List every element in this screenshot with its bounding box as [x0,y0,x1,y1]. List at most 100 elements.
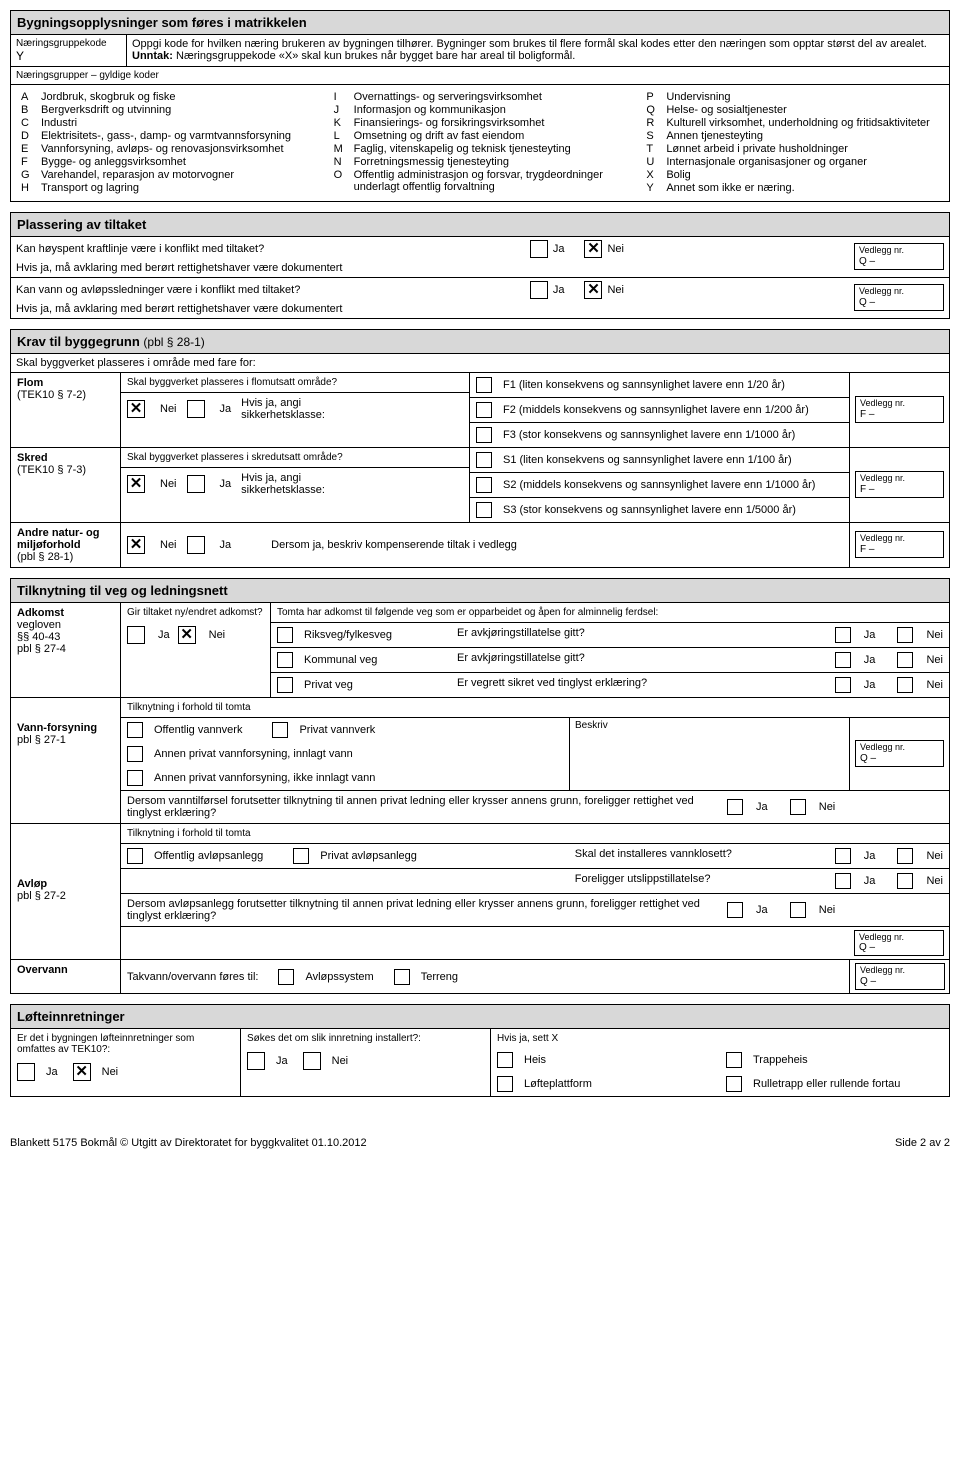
l1-nei-chk[interactable]: ✕ [73,1063,91,1081]
l2-nei-chk[interactable] [303,1052,321,1070]
l2-ja-chk[interactable] [247,1052,265,1070]
lofte-section: Løfteinnretninger Er det i bygningen løf… [10,1004,950,1097]
building-info-section: Bygningsopplysninger som føres i matrikk… [10,10,950,202]
code-item: DElektrisitets-, gass-, damp- og varmtva… [21,130,314,142]
f3-chk[interactable] [476,427,492,443]
rulle-chk[interactable] [726,1076,742,1092]
adkomst-label: Adkomst vegloven §§ 40-43 pbl § 27-4 [11,603,121,697]
sec1-title: Bygningsopplysninger som føres i matrikk… [11,11,949,35]
footer-right: Side 2 av 2 [895,1137,950,1149]
ut-nei-chk[interactable] [897,873,913,889]
vedlegg-box: Vedlegg nr.F – [855,471,944,498]
code-item: XBolig [646,169,939,181]
vedlegg-box: Vedlegg nr. Q – [854,284,944,311]
vedlegg-box: Vedlegg nr.F – [855,396,944,423]
lofte-chk[interactable] [497,1076,513,1092]
skred-nei-chk[interactable]: ✕ [127,475,145,493]
vann-label: Vann-forsyning pbl § 27-1 [11,698,121,823]
da-nei-chk[interactable] [790,902,806,918]
p-ja-chk[interactable] [835,677,851,693]
code-item: NForretningsmessig tjenesteyting [334,156,627,168]
avlopssys-chk[interactable] [278,969,294,985]
code-item: JInformasjon og kommunikasjon [334,104,627,116]
off-vann-chk[interactable] [127,722,143,738]
q2-sub: Hvis ja, må avklaring med berørt rettigh… [16,303,844,315]
adkomst-ja-chk[interactable] [127,626,145,644]
off-avlop-chk[interactable] [127,848,143,864]
priv-avlop-chk[interactable] [293,848,309,864]
ut-ja-chk[interactable] [835,873,851,889]
annen1-chk[interactable] [127,746,143,762]
kommunal-chk[interactable] [277,652,293,668]
vk-nei-chk[interactable] [897,848,913,864]
vedlegg-box: Vedlegg nr.Q – [854,930,944,957]
code-item: UInternasjonale organisasjoner og organe… [646,156,939,168]
code-item: QHelse- og sosialtjenester [646,104,939,116]
q1: Kan høyspent kraftlinje være i konflikt … [16,243,510,255]
code-item: SAnnen tjenesteyting [646,130,939,142]
flom-ja-chk[interactable] [187,400,205,418]
code-item: PUndervisning [646,91,939,103]
code-item: CIndustri [21,117,314,129]
code-list: AJordbruk, skogbruk og fiskeBBergverksdr… [11,85,949,201]
p-nei-chk[interactable] [897,677,913,693]
q2: Kan vann og avløpssledninger være i konf… [16,284,510,296]
overvann-label: Overvann [11,960,121,993]
code-item: GVarehandel, reparasjon av motorvogner [21,169,314,181]
l1-ja-chk[interactable] [17,1063,35,1081]
code-item: IOvernattings- og serveringsvirksomhet [334,91,627,103]
sec5-title: Løfteinnretninger [11,1005,949,1029]
f1-chk[interactable] [476,377,492,393]
gyldige-label: Næringsgrupper – gyldige koder [11,67,949,85]
s3-chk[interactable] [476,502,492,518]
q1-nei-chk[interactable]: ✕ [584,240,602,258]
flom-label: Flom (TEK10 § 7-2) [11,373,121,447]
skred-ja-chk[interactable] [187,475,205,493]
page-footer: Blankett 5175 Bokmål © Utgitt av Direkto… [10,1137,950,1149]
f2-chk[interactable] [476,402,492,418]
avlop-label: Avløp pbl § 27-2 [11,824,121,960]
q1-ja-chk[interactable] [530,240,548,258]
k-nei-chk[interactable] [897,652,913,668]
riksveg-chk[interactable] [277,627,293,643]
sec3-title: Krav til byggegrunn (pbl § 28-1) [11,330,949,354]
annen2-chk[interactable] [127,770,143,786]
sec3-sub: Skal byggverket plasseres i område med f… [11,354,949,373]
code-item: RKulturell virksomhet, underholdning og … [646,117,939,129]
code-item: YAnnet som ikke er næring. [646,182,939,194]
privat-chk[interactable] [277,677,293,693]
vedlegg-box: Vedlegg nr. Q – [854,243,944,270]
code-item: MFaglig, vitenskapelig og teknisk tjenes… [334,143,627,155]
kode-help: Oppgi kode for hvilken næring brukeren a… [127,35,949,66]
s1-chk[interactable] [476,452,492,468]
footer-left: Blankett 5175 Bokmål © Utgitt av Direkto… [10,1137,367,1149]
r-nei-chk[interactable] [897,627,913,643]
trappe-chk[interactable] [726,1052,742,1068]
skred-label: Skred (TEK10 § 7-3) [11,448,121,522]
s2-chk[interactable] [476,477,492,493]
q2-ja-chk[interactable] [530,281,548,299]
terreng-chk[interactable] [394,969,410,985]
k-ja-chk[interactable] [835,652,851,668]
kode-value: Y [16,49,121,63]
r-ja-chk[interactable] [835,627,851,643]
sec4-title: Tilknytning til veg og ledningsnett [11,579,949,603]
dv-ja-chk[interactable] [727,799,743,815]
byggegrunn-section: Krav til byggegrunn (pbl § 28-1) Skal by… [10,329,950,568]
flom-nei-chk[interactable]: ✕ [127,400,145,418]
code-item: OOffentlig administrasjon og forsvar, tr… [334,169,627,193]
andre-ja-chk[interactable] [187,536,205,554]
priv-vann-chk[interactable] [272,722,288,738]
vedlegg-box: Vedlegg nr.Q – [855,963,945,990]
adkomst-nei-chk[interactable]: ✕ [178,626,196,644]
q2-nei-chk[interactable]: ✕ [584,281,602,299]
dv-nei-chk[interactable] [790,799,806,815]
code-item: HTransport og lagring [21,182,314,194]
kode-label: Næringsgruppekode [16,38,121,49]
da-ja-chk[interactable] [727,902,743,918]
heis-chk[interactable] [497,1052,513,1068]
flom-q: Skal byggverket plasseres i flomutsatt o… [121,373,469,393]
vk-ja-chk[interactable] [835,848,851,864]
andre-nei-chk[interactable]: ✕ [127,536,145,554]
code-item: FBygge- og anleggsvirksomhet [21,156,314,168]
